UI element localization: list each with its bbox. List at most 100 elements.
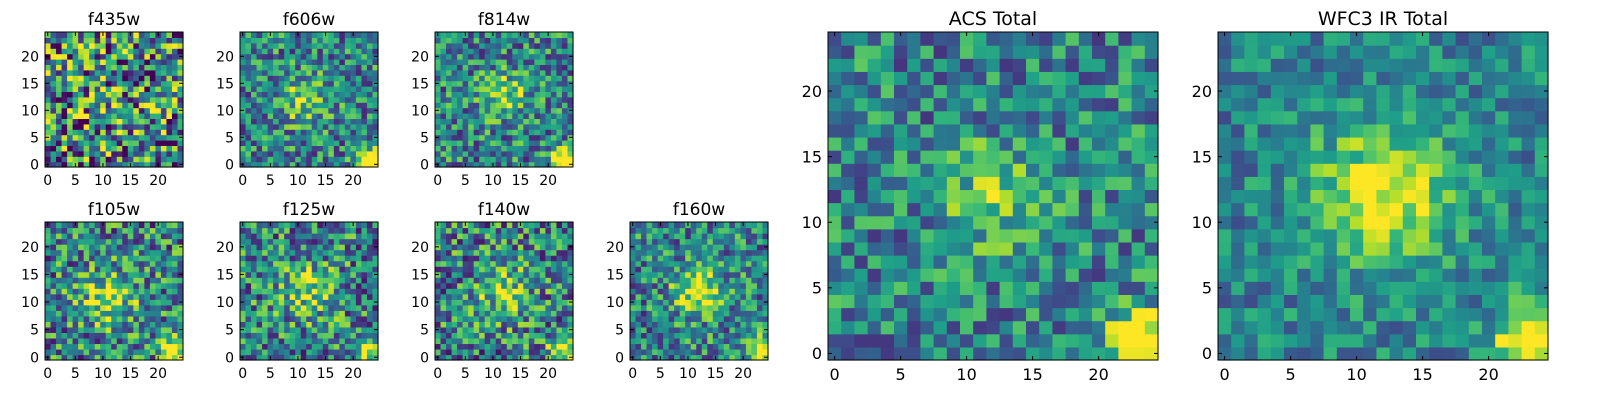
heatmap-cell (729, 348, 736, 356)
heatmap-cell (446, 59, 453, 65)
heatmap-cell (468, 288, 475, 295)
heatmap-cell (685, 244, 692, 251)
heatmap-cell (100, 37, 107, 44)
heatmap-cell (344, 343, 351, 350)
heatmap-cell (641, 326, 648, 333)
heatmap-cell (457, 48, 464, 55)
heatmap-cell (679, 288, 686, 295)
heatmap-cell (149, 113, 156, 119)
heatmap-cell (256, 343, 263, 350)
heatmap-cell (712, 315, 719, 322)
heatmap-cell (138, 244, 145, 251)
heatmap-cell (127, 102, 134, 109)
heatmap-cell (278, 277, 285, 284)
heatmap-cell (166, 266, 173, 273)
heatmap-cell (663, 299, 670, 306)
heatmap-cell (457, 69, 464, 76)
heatmap-cell (457, 91, 464, 98)
heatmap-cell (251, 304, 258, 311)
heatmap-cell (160, 354, 168, 361)
heatmap-cell (300, 129, 307, 136)
heatmap-cell (328, 271, 335, 278)
heatmap-cell (718, 354, 725, 361)
heatmap-cell (495, 59, 502, 65)
heatmap-cell (550, 53, 558, 60)
heatmap-cell (333, 161, 340, 168)
heatmap-cell (133, 337, 140, 345)
heatmap-cell (361, 80, 368, 87)
y-tick-label: 20 (21, 240, 39, 256)
heatmap-cell (155, 321, 162, 328)
heatmap-cell (256, 326, 263, 333)
heatmap-cell (745, 304, 753, 311)
heatmap-cell (446, 150, 453, 157)
x-tick-label: 20 (344, 173, 362, 189)
heatmap-cell (267, 315, 274, 322)
heatmap-cell (355, 59, 363, 65)
heatmap-cell (306, 150, 313, 157)
heatmap-cell (446, 80, 453, 87)
heatmap-cell (366, 249, 374, 256)
heatmap-cell (50, 91, 57, 98)
heatmap-cell (300, 315, 307, 322)
heatmap-cell (100, 227, 107, 234)
heatmap-cell (539, 304, 546, 311)
heatmap-cell (83, 37, 90, 44)
heatmap-cell (322, 140, 329, 146)
heatmap-cell (366, 244, 374, 251)
heatmap-cell (138, 156, 145, 163)
heatmap-cell (756, 332, 764, 339)
heatmap-cell (1118, 176, 1133, 191)
heatmap-cell (457, 118, 464, 125)
heatmap-cell (45, 48, 52, 55)
heatmap-cell (160, 129, 168, 136)
heatmap-cell (350, 337, 357, 345)
heatmap-cell (867, 163, 882, 177)
heatmap-cell (751, 249, 758, 256)
heatmap-cell (50, 42, 57, 49)
heatmap-cell (138, 113, 145, 119)
heatmap-cell (289, 156, 296, 163)
heatmap-cell (89, 343, 96, 350)
heatmap-cell (262, 48, 269, 55)
heatmap-cell (561, 337, 569, 345)
heatmap-cell (289, 107, 296, 114)
heatmap-cell (138, 249, 145, 256)
heatmap-cell (256, 227, 263, 234)
heatmap-cell (251, 288, 258, 295)
heatmap-cell (273, 48, 280, 55)
heatmap-cell (690, 255, 697, 262)
heatmap-cell (539, 310, 546, 317)
heatmap-cell (366, 140, 374, 146)
heatmap-cell (490, 260, 497, 267)
heatmap-cell (78, 118, 85, 125)
heatmap-cell (973, 228, 987, 243)
heatmap-cell (946, 294, 961, 309)
heatmap-cell (701, 288, 708, 295)
heatmap-cell (355, 244, 363, 251)
heatmap-cell (144, 42, 151, 49)
heatmap-cell (300, 69, 307, 76)
heatmap-cell (284, 326, 291, 333)
heatmap-cell (468, 53, 475, 60)
heatmap-cell (328, 69, 335, 76)
heatmap-cell (1078, 215, 1093, 230)
heatmap-cell (674, 293, 681, 300)
heatmap-cell (295, 271, 302, 278)
heatmap-cell (712, 288, 719, 295)
heatmap-cell (674, 315, 681, 322)
heatmap-cell (674, 255, 681, 262)
heatmap-cell (451, 266, 458, 273)
heatmap-cell (517, 80, 524, 87)
heatmap-cell (490, 293, 497, 300)
heatmap-cell (1092, 215, 1106, 230)
heatmap-cell (122, 107, 129, 114)
heatmap-cell (556, 332, 563, 339)
heatmap-cell (745, 271, 753, 278)
heatmap-cell (1078, 176, 1093, 191)
heatmap-cell (841, 333, 855, 348)
heatmap-cell (251, 348, 258, 356)
heatmap-cell (457, 315, 464, 322)
heatmap-cell (567, 102, 574, 109)
y-tick-label: 0 (420, 350, 429, 366)
